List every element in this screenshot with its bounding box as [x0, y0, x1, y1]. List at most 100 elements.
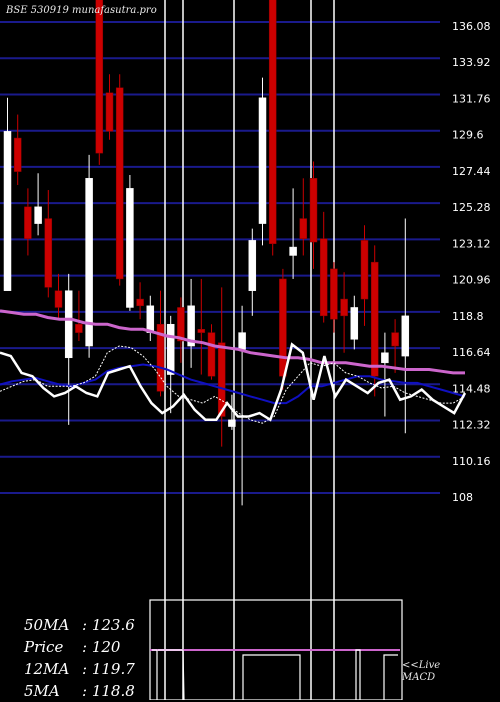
candle [401, 218, 410, 434]
y-tick-label: 127.44 [452, 165, 491, 178]
candle-body [187, 305, 195, 347]
candle [105, 74, 114, 140]
candle [85, 154, 93, 358]
candle-body [299, 218, 308, 239]
candle [187, 278, 195, 368]
y-tick-label: 131.76 [452, 92, 491, 105]
candle-body [105, 92, 114, 132]
candle [177, 297, 185, 363]
macd-panel [149, 599, 403, 700]
candle [360, 225, 369, 326]
candle [44, 190, 53, 298]
stat-label: Price [24, 638, 64, 656]
candle-body [309, 178, 318, 243]
candle [197, 278, 206, 375]
candle-body [248, 240, 257, 291]
stats-panel: 50MA: 123.6 Price: 120 12MA: 119.7 5MA: … [24, 614, 135, 702]
candle-body [136, 298, 144, 307]
candle [279, 268, 287, 390]
candle [64, 273, 73, 425]
candle [248, 228, 257, 316]
macd-histogram [152, 649, 398, 700]
y-tick-label: 114.48 [452, 382, 491, 395]
candle-body [330, 268, 338, 320]
y-tick-label: 118.8 [452, 310, 484, 323]
candle-body [238, 332, 246, 350]
macd-label: <<Live MACD [402, 660, 440, 684]
y-tick-label: 108 [452, 491, 473, 504]
stat-value: 123.6 [91, 616, 135, 634]
candle-body [54, 290, 63, 308]
stat-label: 12MA [24, 660, 70, 678]
y-axis-ticks: 136.08 133.92 131.76 129.6 127.44 125.28 123.1… [452, 20, 491, 504]
y-tick-label: 110.16 [452, 455, 491, 468]
y-tick-label: 133.92 [452, 56, 491, 69]
candle [95, 0, 104, 165]
candle-body [360, 240, 369, 300]
close-price-line [0, 342, 467, 422]
stat-value: 119.7 [91, 660, 135, 678]
candle-body [126, 188, 134, 308]
stat-12ma: 12MA: 119.7 [24, 660, 135, 678]
candle-body [370, 261, 379, 377]
candle-body [177, 307, 185, 342]
candle [330, 262, 338, 333]
grid-lines [0, 21, 440, 494]
candle-body [319, 238, 328, 317]
candle [156, 290, 165, 397]
candle [299, 178, 308, 256]
candle-body [228, 419, 236, 427]
candle [238, 305, 246, 506]
candle-body [391, 332, 399, 347]
candle [350, 295, 359, 350]
candle [319, 211, 328, 323]
candle-body [75, 323, 83, 333]
candle-body [197, 329, 206, 333]
candle-body [24, 206, 32, 239]
candle [75, 290, 83, 342]
volume-spike-lines [164, 0, 335, 700]
y-tick-label: 116.64 [452, 346, 491, 359]
candle-body [279, 278, 287, 377]
stat-label: 50MA [24, 616, 70, 634]
candle [54, 273, 63, 320]
candle [126, 174, 134, 311]
macd-label-line: MACD [402, 672, 436, 683]
y-tick-label: 129.6 [452, 129, 484, 142]
candle [268, 0, 277, 256]
candle [3, 97, 12, 291]
candle-body [207, 332, 216, 377]
candle-body [289, 246, 297, 256]
candle-body [64, 290, 73, 359]
y-tick-label: 136.08 [452, 20, 491, 33]
candle-body [156, 323, 165, 392]
candle-body [3, 131, 12, 291]
candle-body [217, 342, 226, 417]
candle [228, 394, 236, 430]
y-tick-label: 120.96 [452, 274, 491, 287]
candle [136, 282, 144, 320]
candle-body [115, 87, 124, 280]
candle-body [340, 298, 348, 317]
candle-body [381, 352, 389, 364]
candle [13, 114, 22, 186]
candle [258, 77, 267, 246]
y-tick-label: 125.28 [452, 201, 491, 214]
candle-body [13, 137, 22, 172]
candle [370, 245, 379, 397]
stat-price: Price: 120 [24, 638, 121, 656]
candle-body [401, 315, 410, 357]
candle-body [258, 97, 267, 224]
candle-body [85, 178, 93, 347]
candles [3, 0, 410, 506]
candle-body [166, 323, 175, 375]
candle [115, 74, 124, 286]
stat-value: 118.8 [91, 682, 135, 700]
candle [24, 188, 32, 256]
macd-label-line: <<Live [402, 660, 441, 671]
y-tick-label: 123.12 [452, 237, 491, 250]
moving-averages [0, 309, 467, 424]
candle [34, 173, 42, 236]
candle-body [95, 0, 104, 154]
candle-body [350, 307, 359, 340]
